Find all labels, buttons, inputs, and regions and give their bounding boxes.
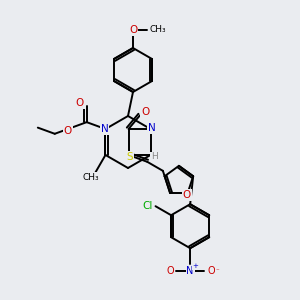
Text: O: O xyxy=(64,126,72,136)
Text: O: O xyxy=(129,25,137,35)
Text: CH₃: CH₃ xyxy=(150,26,166,34)
Text: N: N xyxy=(148,123,155,133)
Text: CH₃: CH₃ xyxy=(82,173,99,182)
Text: ⁻: ⁻ xyxy=(215,268,219,274)
Text: +: + xyxy=(192,263,198,269)
Text: Cl: Cl xyxy=(142,201,153,211)
Text: O: O xyxy=(183,190,191,200)
Text: O: O xyxy=(207,266,215,276)
Text: O: O xyxy=(141,107,149,117)
Text: S: S xyxy=(126,152,133,162)
Text: O: O xyxy=(76,98,84,108)
Text: N: N xyxy=(187,266,194,276)
Text: O: O xyxy=(167,266,174,276)
Text: H: H xyxy=(151,152,158,161)
Text: N: N xyxy=(100,124,108,134)
